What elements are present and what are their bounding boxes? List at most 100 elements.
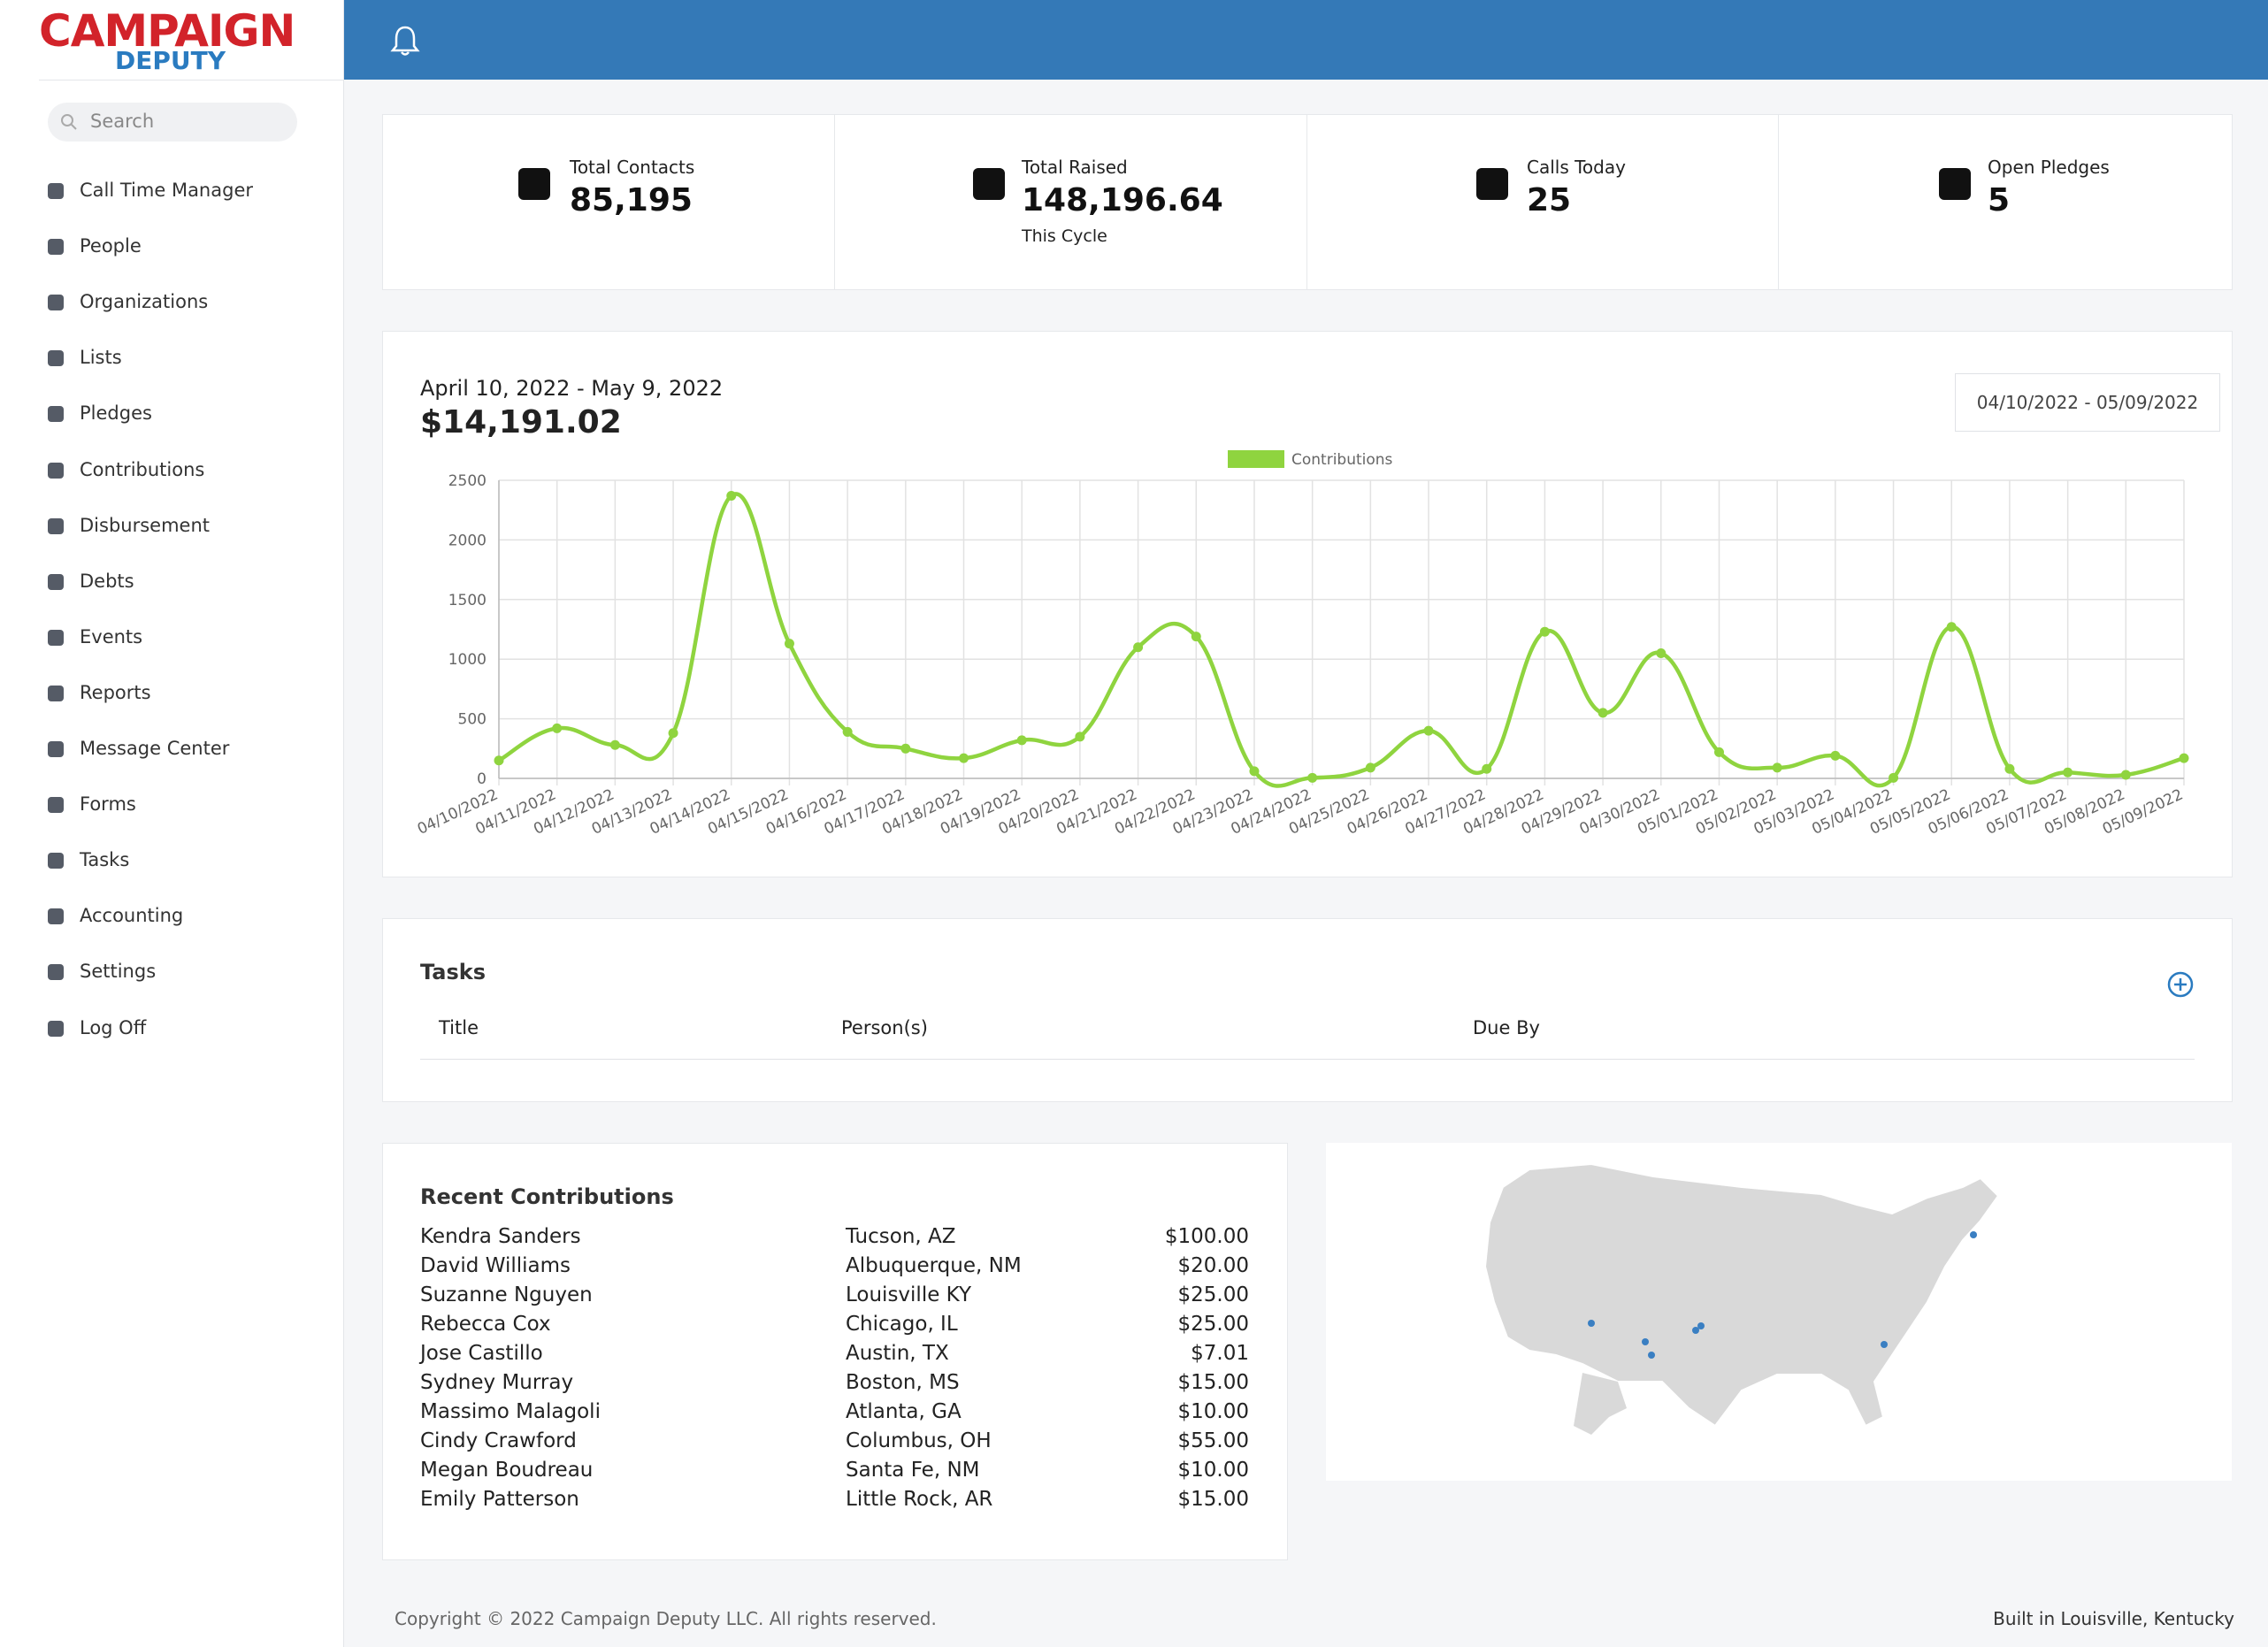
stat-label: Total Raised xyxy=(1022,157,1128,178)
amount: $7.01 xyxy=(1191,1342,1249,1365)
contributor: Jose Castillo xyxy=(420,1342,543,1365)
data-point xyxy=(900,743,911,754)
y-tick-label: 0 xyxy=(477,770,487,788)
nav-item[interactable]: Message Center xyxy=(80,738,230,759)
location: Little Rock, AR xyxy=(846,1488,993,1511)
contributor: Suzanne Nguyen xyxy=(420,1283,593,1306)
contributor: Rebecca Cox xyxy=(420,1313,551,1336)
chart: 0500100015002000250004/10/202204/11/2022… xyxy=(415,450,2189,839)
y-tick-label: 1000 xyxy=(448,651,487,669)
amount: $25.00 xyxy=(1177,1283,1249,1306)
search-placeholder: Search xyxy=(90,111,155,132)
location: Atlanta, GA xyxy=(846,1400,962,1423)
add-task[interactable] xyxy=(2166,970,2195,999)
contributor: Megan Boudreau xyxy=(420,1459,594,1482)
contributor: Cindy Crawford xyxy=(420,1429,577,1452)
data-point xyxy=(494,755,504,766)
amount: $25.00 xyxy=(1177,1313,1249,1336)
nav-icon xyxy=(48,685,64,701)
nav-icon xyxy=(48,741,64,757)
nav-icon xyxy=(48,908,64,925)
nav-icon xyxy=(48,295,64,311)
divider xyxy=(834,115,835,289)
nav-icon xyxy=(48,853,64,869)
location: Tucson, AZ xyxy=(846,1225,956,1248)
nav-item[interactable]: Reports xyxy=(80,681,151,703)
nav-icon xyxy=(48,629,64,646)
nav-item[interactable]: Settings xyxy=(80,961,157,983)
data-point xyxy=(1889,772,1899,783)
y-tick-label: 2000 xyxy=(448,532,487,549)
nav-icon xyxy=(48,517,64,534)
chart-card: April 10, 2022 - May 9, 2022 $14,191.02 … xyxy=(382,331,2233,877)
divider xyxy=(1778,115,1779,289)
nav-item[interactable]: Contributions xyxy=(80,458,205,480)
bell-icon[interactable] xyxy=(390,25,420,57)
nav-item[interactable]: Accounting xyxy=(80,905,184,927)
nav-icon xyxy=(48,239,64,256)
us-map xyxy=(1483,1162,2000,1435)
search-box[interactable]: Search xyxy=(48,103,297,142)
column-header[interactable]: Person(s) xyxy=(841,1017,928,1038)
markers xyxy=(1588,1231,1977,1359)
nav-item[interactable]: Forms xyxy=(80,793,136,816)
amount: $55.00 xyxy=(1177,1429,1249,1452)
tasks-title: Tasks xyxy=(420,960,487,984)
location: Louisville KY xyxy=(846,1283,971,1306)
data-point xyxy=(1656,647,1667,658)
copyright: Copyright © 2022 Campaign Deputy LLC. Al… xyxy=(395,1608,937,1629)
y-tick-label: 500 xyxy=(458,711,487,729)
divider xyxy=(1306,115,1307,289)
stat-label: Total Contacts xyxy=(570,157,695,178)
sidebar: CAMPAIGN DEPUTY Search Call Time Manager… xyxy=(0,0,344,1647)
column-header[interactable]: Title xyxy=(439,1017,479,1038)
column-header[interactable]: Due By xyxy=(1473,1017,1540,1038)
amount: $10.00 xyxy=(1177,1459,1249,1482)
nav-icon xyxy=(48,462,64,479)
data-point xyxy=(2179,753,2189,763)
nav-item[interactable]: Organizations xyxy=(80,291,209,313)
nav-icon xyxy=(48,350,64,367)
nav-item[interactable]: Disbursement xyxy=(80,514,210,536)
nav-item[interactable]: Call Time Manager xyxy=(80,180,253,201)
data-point xyxy=(552,723,563,733)
series-line xyxy=(497,492,2185,788)
data-point xyxy=(959,753,969,763)
amount: $100.00 xyxy=(1164,1225,1249,1248)
location: Chicago, IL xyxy=(846,1313,958,1336)
nav-item[interactable]: Pledges xyxy=(80,402,152,425)
location: Boston, MS xyxy=(846,1371,960,1394)
contributor: Sydney Murray xyxy=(420,1371,574,1394)
nav-item[interactable]: Tasks xyxy=(80,849,130,871)
data-point xyxy=(1946,622,1957,632)
data-point xyxy=(1307,772,1318,783)
data-point xyxy=(726,491,737,502)
date-picker[interactable]: 04/10/2022 - 05/09/2022 xyxy=(1955,373,2220,432)
nav-icon xyxy=(48,1020,64,1037)
logo[interactable]: CAMPAIGN xyxy=(39,5,295,57)
nav-item[interactable]: People xyxy=(80,235,142,257)
nav-item[interactable]: Debts xyxy=(80,570,134,592)
nav-item[interactable]: Log Off xyxy=(80,1016,147,1038)
amount: $20.00 xyxy=(1177,1254,1249,1277)
search-icon xyxy=(61,114,77,130)
nav-item[interactable]: Events xyxy=(80,625,143,647)
contributor: David Williams xyxy=(420,1254,571,1277)
stat-icon xyxy=(518,168,550,200)
location: Austin, TX xyxy=(846,1342,949,1365)
location: Columbus, OH xyxy=(846,1429,992,1452)
contributor: Massimo Malagoli xyxy=(420,1400,601,1423)
nav-item[interactable]: Lists xyxy=(80,347,122,369)
stat-sub: This Cycle xyxy=(1022,226,1107,246)
data-point xyxy=(1482,763,1492,774)
amount: $10.00 xyxy=(1177,1400,1249,1423)
stat-icon xyxy=(973,168,1005,200)
top-bar xyxy=(344,0,2268,80)
stat-icon xyxy=(1476,168,1508,200)
legend-swatch xyxy=(1228,450,1284,468)
nav-icon xyxy=(48,183,64,199)
states xyxy=(1483,1162,2000,1428)
stat-value: 5 xyxy=(1988,182,2011,218)
logo-sub: DEPUTY xyxy=(115,46,226,75)
stat-label: Calls Today xyxy=(1527,157,1626,178)
